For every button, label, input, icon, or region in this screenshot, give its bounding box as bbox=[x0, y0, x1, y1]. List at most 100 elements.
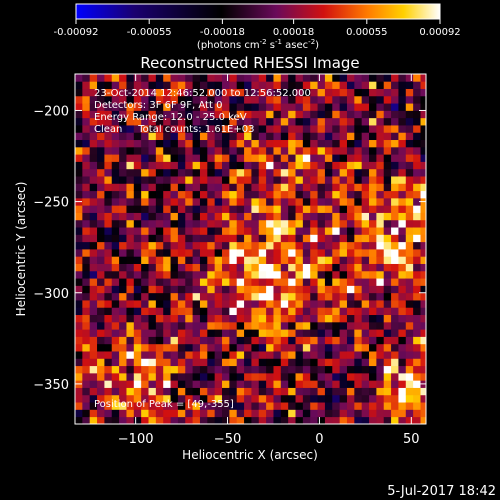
heatmap-cell bbox=[89, 125, 98, 133]
heatmap-cell bbox=[155, 183, 164, 192]
heatmap-cell bbox=[369, 292, 377, 301]
heatmap-cell bbox=[141, 139, 149, 148]
heatmap-cell bbox=[199, 321, 208, 330]
heatmap-cell bbox=[199, 285, 208, 294]
heatmap-cell bbox=[192, 95, 201, 104]
heatmap-cell bbox=[163, 117, 171, 126]
heatmap-cell bbox=[119, 358, 127, 367]
heatmap-cell bbox=[244, 256, 252, 264]
heatmap-cell bbox=[229, 249, 238, 257]
heatmap-cell bbox=[75, 249, 83, 257]
heatmap-cell bbox=[104, 256, 113, 264]
heatmap-cell bbox=[398, 212, 407, 221]
heatmap-cell bbox=[302, 343, 311, 352]
heatmap-cell bbox=[302, 372, 311, 381]
heatmap-cell bbox=[111, 394, 120, 403]
heatmap-cell bbox=[148, 402, 157, 410]
heatmap-cell bbox=[148, 132, 157, 141]
x-tick-label: 50 bbox=[403, 432, 420, 447]
heatmap-cell bbox=[369, 183, 377, 192]
heatmap-cell bbox=[273, 329, 282, 337]
heatmap-cell bbox=[97, 372, 105, 381]
heatmap-cell bbox=[177, 307, 186, 316]
heatmap-cell bbox=[266, 81, 274, 89]
heatmap-cell bbox=[251, 300, 260, 308]
heatmap-cell bbox=[104, 300, 113, 308]
heatmap-cell bbox=[89, 387, 98, 396]
heatmap-cell bbox=[383, 117, 392, 126]
heatmap-cell bbox=[258, 263, 267, 272]
heatmap-cell bbox=[302, 387, 311, 396]
heatmap-cell bbox=[185, 409, 194, 418]
heatmap-cell bbox=[361, 219, 370, 228]
heatmap-cell bbox=[376, 205, 385, 213]
heatmap-cell bbox=[346, 132, 355, 141]
heatmap-cell bbox=[222, 241, 230, 250]
heatmap-cell bbox=[310, 402, 318, 410]
heatmap-cell bbox=[104, 241, 113, 250]
heatmap-cell bbox=[119, 168, 127, 177]
heatmap-cell bbox=[97, 416, 105, 425]
heatmap-cell bbox=[369, 387, 377, 396]
heatmap-cell bbox=[398, 321, 407, 330]
heatmap-cell bbox=[89, 205, 98, 213]
heatmap-cell bbox=[391, 212, 399, 221]
heatmap-cell bbox=[354, 227, 363, 235]
heatmap-cell bbox=[339, 154, 348, 162]
heatmap-cell bbox=[273, 256, 282, 264]
heatmap-cell bbox=[317, 314, 326, 323]
heatmap-cell bbox=[133, 183, 142, 192]
heatmap-cell bbox=[177, 329, 186, 337]
heatmap-cell bbox=[310, 212, 318, 221]
heatmap-cell bbox=[97, 176, 105, 184]
heatmap-cell bbox=[420, 161, 427, 170]
heatmap-cell bbox=[324, 292, 333, 301]
heatmap-cell bbox=[280, 285, 289, 294]
heatmap-cell bbox=[111, 329, 120, 337]
heatmap-cell bbox=[185, 88, 194, 97]
heatmap-cell bbox=[369, 336, 377, 345]
heatmap-cell bbox=[82, 256, 91, 264]
heatmap-cell bbox=[222, 183, 230, 192]
heatmap-cell bbox=[229, 234, 238, 243]
heatmap-cell bbox=[192, 161, 201, 170]
heatmap-cell bbox=[339, 263, 348, 272]
heatmap-cell bbox=[310, 110, 318, 119]
heatmap-cell bbox=[207, 227, 216, 235]
heatmap-cell bbox=[163, 380, 171, 388]
heatmap-cell bbox=[405, 190, 414, 199]
heatmap-cell bbox=[82, 227, 91, 235]
heatmap-cell bbox=[405, 416, 414, 425]
heatmap-cell bbox=[177, 81, 186, 89]
heatmap-cell bbox=[207, 416, 216, 425]
heatmap-cell bbox=[266, 329, 274, 337]
heatmap-cell bbox=[361, 125, 370, 133]
heatmap-cell bbox=[354, 380, 363, 388]
heatmap-cell bbox=[324, 263, 333, 272]
heatmap-cell bbox=[222, 168, 230, 177]
heatmap-cell bbox=[133, 88, 142, 97]
heatmap-cell bbox=[391, 263, 399, 272]
heatmap-cell bbox=[258, 197, 267, 206]
heatmap-cell bbox=[266, 402, 274, 410]
heatmap-cell bbox=[222, 95, 230, 104]
heatmap-cell bbox=[229, 132, 238, 141]
heatmap-cell bbox=[376, 278, 385, 286]
heatmap-cell bbox=[288, 300, 296, 308]
heatmap-cell bbox=[413, 314, 421, 323]
heatmap-cell bbox=[354, 314, 363, 323]
heatmap-cell bbox=[420, 343, 427, 352]
heatmap-cell bbox=[133, 314, 142, 323]
heatmap-cell bbox=[111, 117, 120, 126]
heatmap-cell bbox=[317, 329, 326, 337]
heatmap-cell bbox=[133, 161, 142, 170]
heatmap-cell bbox=[97, 409, 105, 418]
heatmap-cell bbox=[258, 300, 267, 308]
heatmap-cell bbox=[75, 321, 83, 330]
heatmap-cell bbox=[332, 402, 341, 410]
heatmap-cell bbox=[376, 103, 385, 111]
heatmap-cell bbox=[332, 154, 341, 162]
heatmap-cell bbox=[376, 292, 385, 301]
heatmap-cell bbox=[369, 190, 377, 199]
heatmap-cell bbox=[354, 132, 363, 141]
